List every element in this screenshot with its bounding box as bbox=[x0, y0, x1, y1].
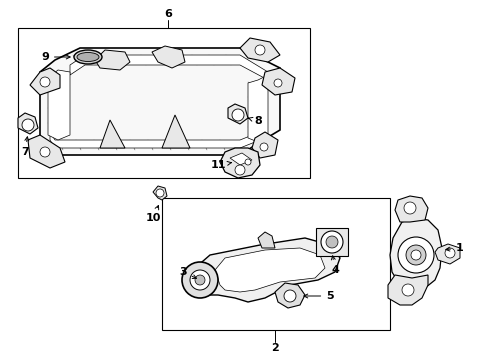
Polygon shape bbox=[229, 153, 251, 165]
Polygon shape bbox=[389, 218, 441, 290]
Polygon shape bbox=[227, 104, 247, 124]
Polygon shape bbox=[100, 120, 125, 148]
Bar bbox=[162, 198, 389, 330]
Circle shape bbox=[231, 109, 244, 121]
Bar bbox=[315, 228, 347, 256]
Text: 4: 4 bbox=[330, 256, 338, 275]
Polygon shape bbox=[215, 248, 325, 292]
Circle shape bbox=[22, 119, 34, 131]
Text: 6: 6 bbox=[164, 9, 172, 19]
Circle shape bbox=[40, 147, 50, 157]
Polygon shape bbox=[387, 275, 427, 305]
Polygon shape bbox=[251, 132, 278, 158]
Circle shape bbox=[244, 159, 250, 165]
Polygon shape bbox=[18, 113, 38, 134]
Polygon shape bbox=[95, 50, 130, 70]
Text: 10: 10 bbox=[145, 206, 161, 223]
Polygon shape bbox=[220, 148, 260, 178]
Bar bbox=[18, 28, 309, 178]
Circle shape bbox=[182, 262, 218, 298]
Circle shape bbox=[325, 236, 337, 248]
Circle shape bbox=[156, 189, 163, 197]
Circle shape bbox=[444, 248, 454, 258]
Polygon shape bbox=[258, 232, 274, 248]
Circle shape bbox=[260, 143, 267, 151]
Circle shape bbox=[320, 231, 342, 253]
Circle shape bbox=[403, 202, 415, 214]
Text: 1: 1 bbox=[445, 243, 463, 253]
Polygon shape bbox=[30, 68, 60, 95]
Circle shape bbox=[235, 165, 244, 175]
Text: 8: 8 bbox=[248, 116, 262, 126]
Ellipse shape bbox=[74, 50, 102, 64]
Polygon shape bbox=[247, 75, 267, 142]
Polygon shape bbox=[195, 238, 339, 302]
Text: 3: 3 bbox=[179, 267, 196, 278]
Polygon shape bbox=[152, 46, 184, 68]
Circle shape bbox=[254, 45, 264, 55]
Circle shape bbox=[397, 237, 433, 273]
Circle shape bbox=[190, 270, 209, 290]
Polygon shape bbox=[153, 186, 167, 200]
Circle shape bbox=[40, 77, 50, 87]
Polygon shape bbox=[434, 244, 459, 264]
Circle shape bbox=[410, 250, 420, 260]
Circle shape bbox=[405, 245, 425, 265]
Polygon shape bbox=[274, 283, 305, 308]
Circle shape bbox=[284, 290, 295, 302]
Polygon shape bbox=[394, 196, 427, 222]
Polygon shape bbox=[162, 115, 190, 148]
Circle shape bbox=[195, 275, 204, 285]
Ellipse shape bbox=[77, 53, 99, 62]
Polygon shape bbox=[70, 55, 267, 80]
Text: 2: 2 bbox=[270, 343, 278, 353]
Text: 9: 9 bbox=[41, 52, 70, 62]
Polygon shape bbox=[50, 130, 264, 148]
Circle shape bbox=[273, 79, 282, 87]
Text: 7: 7 bbox=[21, 137, 29, 157]
Polygon shape bbox=[40, 48, 280, 155]
Polygon shape bbox=[262, 68, 294, 95]
Polygon shape bbox=[48, 70, 70, 140]
Text: 11: 11 bbox=[210, 160, 231, 170]
Text: 5: 5 bbox=[303, 291, 333, 301]
Circle shape bbox=[401, 284, 413, 296]
Polygon shape bbox=[240, 38, 280, 62]
Polygon shape bbox=[28, 135, 65, 168]
